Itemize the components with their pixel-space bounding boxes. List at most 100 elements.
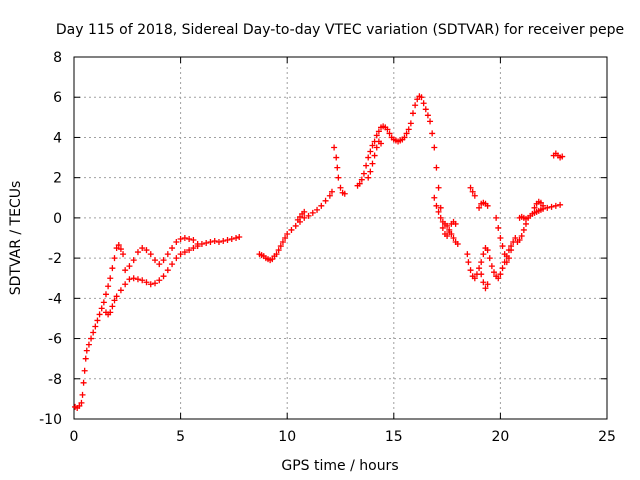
y-tick-label: 0 [53, 211, 62, 227]
data-point [499, 265, 506, 272]
data-point [478, 259, 485, 266]
data-point [309, 209, 316, 216]
plot-frame [73, 56, 608, 420]
x-tick-label: 10 [278, 429, 296, 445]
data-point [486, 255, 493, 262]
y-tick-label: 2 [53, 171, 62, 187]
data-point [139, 245, 146, 252]
data-point [552, 202, 559, 209]
data-point [181, 249, 188, 256]
data-point [407, 120, 414, 127]
data-point [215, 239, 222, 246]
data-point [156, 261, 163, 268]
x-tick-label: 5 [176, 429, 185, 445]
data-point [269, 256, 276, 263]
data-point [484, 281, 491, 288]
data-point [412, 102, 419, 109]
data-point [499, 243, 506, 250]
data-point [105, 283, 112, 290]
data-point [435, 184, 442, 191]
data-point [83, 347, 90, 354]
data-point [333, 154, 340, 161]
data-point [181, 235, 188, 241]
data-point [516, 237, 523, 244]
data-point [480, 279, 487, 286]
data-point [177, 251, 184, 258]
data-point [431, 194, 438, 201]
data-point [544, 204, 551, 211]
data-point [305, 212, 312, 219]
data-point [190, 245, 197, 252]
data-point [115, 242, 122, 249]
data-point [284, 230, 291, 237]
data-point [190, 237, 197, 244]
data-point [420, 100, 427, 107]
data-point [94, 317, 101, 324]
data-point [314, 206, 321, 213]
data-point [160, 257, 167, 264]
data-point [365, 154, 372, 161]
data-point [203, 240, 210, 247]
data-point [471, 275, 478, 282]
data-point [82, 355, 89, 362]
data-point [79, 391, 86, 398]
data-point [444, 232, 451, 239]
data-point [220, 238, 227, 245]
data-point [88, 335, 95, 342]
y-tick-label: -4 [48, 291, 62, 307]
data-point [437, 204, 444, 211]
data-point [435, 208, 442, 215]
data-point [156, 277, 163, 284]
data-point [296, 213, 303, 220]
data-point [450, 235, 457, 241]
data-point [401, 134, 408, 141]
x-axis-title: GPS time / hours [281, 458, 398, 474]
data-point [134, 276, 141, 283]
data-point [139, 277, 146, 284]
data-point [373, 144, 380, 151]
data-point [288, 226, 295, 233]
data-point [493, 214, 500, 221]
data-point [224, 237, 231, 244]
data-point [120, 251, 127, 258]
data-point [122, 267, 129, 274]
x-tick-label: 15 [385, 429, 403, 445]
data-point [147, 281, 154, 288]
data-point [444, 222, 451, 229]
data-point [98, 305, 105, 312]
data-point [403, 130, 410, 137]
data-point [301, 208, 308, 215]
data-point [371, 152, 378, 159]
data-point [433, 202, 440, 209]
data-point [152, 257, 159, 264]
data-point [537, 199, 544, 206]
data-point [367, 168, 374, 175]
data-point [80, 379, 87, 386]
data-point [126, 276, 133, 283]
x-tick-label: 20 [491, 429, 509, 445]
data-point [198, 241, 205, 248]
data-point [113, 293, 120, 300]
data-point [81, 367, 88, 374]
data-point [160, 273, 167, 280]
data-point [107, 309, 114, 316]
data-point [337, 184, 344, 191]
data-point [96, 311, 103, 318]
data-point [518, 232, 525, 239]
data-point [508, 247, 515, 254]
data-point [277, 243, 284, 250]
data-point [495, 224, 502, 231]
data-point [373, 132, 380, 139]
data-point [409, 110, 416, 117]
data-point [322, 197, 329, 204]
data-point [147, 251, 154, 258]
data-point [207, 239, 214, 246]
data-point [424, 112, 431, 119]
data-point [134, 249, 141, 256]
data-point [100, 299, 107, 306]
y-tick-label: 8 [53, 50, 62, 66]
data-point [480, 251, 487, 258]
data-point [422, 106, 429, 113]
data-point [465, 259, 472, 266]
